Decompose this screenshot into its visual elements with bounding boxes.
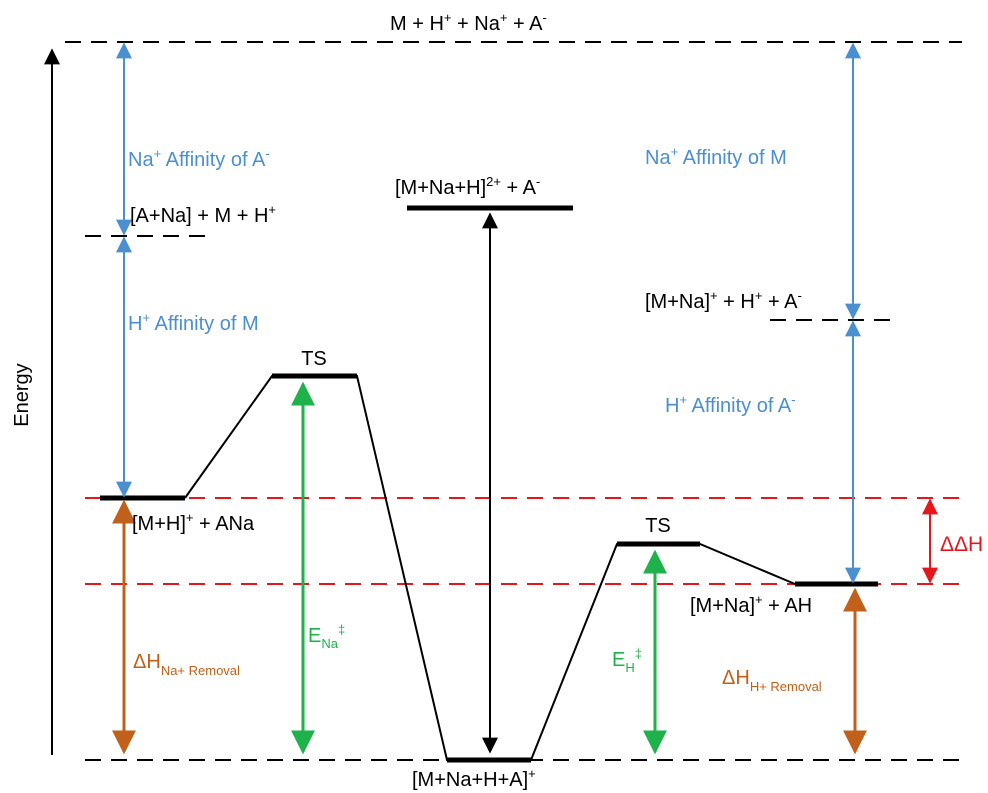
label-dh-h-removal: ΔHH+ Removal (722, 667, 822, 694)
label-ddh: ΔΔH (940, 533, 983, 556)
label-ts-right: TS (645, 515, 671, 537)
label-mna-ah-state: [M+Na]+ + AH (690, 592, 812, 617)
label-h-affinity-a: H+ Affinity of A- (665, 392, 796, 417)
label-mna-ha-state: [M+Na]+ + H+ + A- (645, 288, 802, 313)
label-dh-na-removal: ΔHNa+ Removal (133, 651, 240, 678)
label-top-state: M + H+ + Na+ + A- (390, 10, 547, 35)
label-complex2-state: [M+Na+H]2+ + A- (395, 174, 540, 199)
label-e-na: ENa‡ (308, 622, 345, 651)
label-na-affinity-a: Na+ Affinity of A- (128, 146, 270, 171)
energy-axis-label: Energy (11, 363, 33, 426)
label-mh-ana-state: [M+H]+ + ANa (132, 510, 255, 535)
label-ts-left: TS (301, 348, 327, 370)
label-ana-state: [A+Na] + M + H+ (130, 202, 276, 227)
label-na-affinity-m: Na+ Affinity of M (645, 144, 787, 169)
label-e-h: EH‡ (612, 646, 642, 675)
label-h-affinity-m: H+ Affinity of M (128, 310, 259, 335)
label-bottom-state: [M+Na+H+A]+ (412, 766, 536, 791)
